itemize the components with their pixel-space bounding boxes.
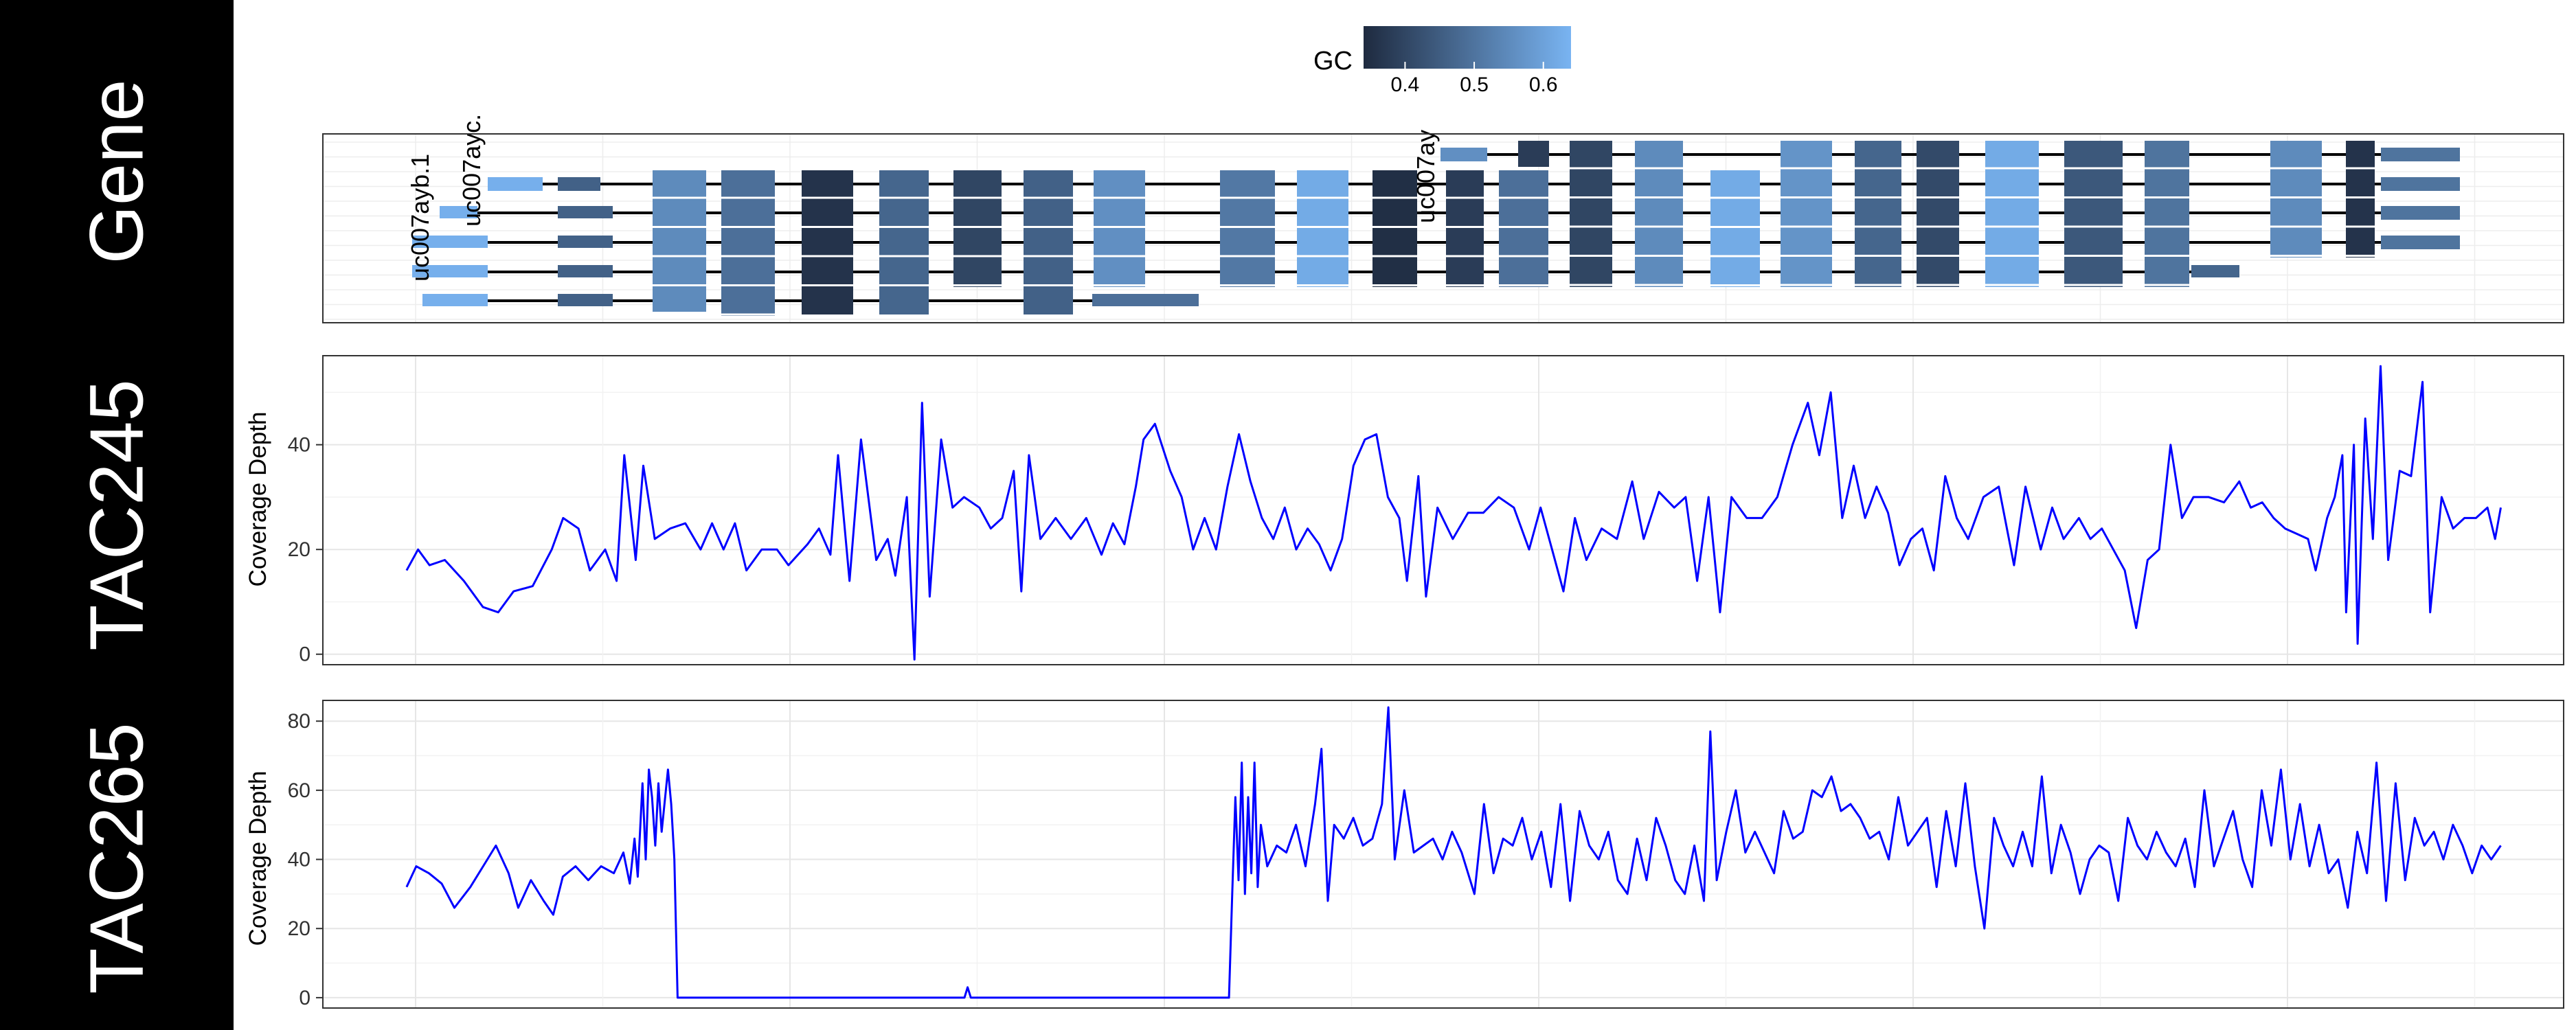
- exon-block: [1092, 294, 1199, 306]
- strip-gene: Gene: [0, 0, 234, 343]
- exon-block: [2381, 236, 2460, 249]
- exon-block: [558, 177, 600, 191]
- legend-ticks: 0.4 0.5 0.6: [1391, 62, 1558, 96]
- gene-panel: uc007ayb.1 uc007ayc. uc007ay: [322, 114, 2564, 323]
- transcript-label: uc007ayb.1: [406, 154, 434, 282]
- exon-block: [558, 265, 613, 277]
- exon-block: [2381, 177, 2460, 191]
- exon-block: [412, 236, 488, 248]
- legend-colorbar: [1364, 26, 1571, 69]
- y-tick-label: 20: [288, 538, 310, 561]
- exon-block: [2270, 141, 2322, 258]
- exon-block: [653, 170, 706, 312]
- exon-block: [558, 236, 613, 248]
- exon-block: [1220, 170, 1275, 287]
- exon-block: [412, 265, 488, 277]
- exon-block: [1440, 148, 1487, 161]
- exon-block: [2191, 265, 2239, 277]
- exon-block: [1518, 141, 1549, 167]
- legend-tick-label: 0.4: [1391, 73, 1420, 96]
- exon-block: [1570, 141, 1612, 287]
- tac265-panel-border: [322, 700, 2564, 1009]
- tac245-ylabel: Coverage Depth: [245, 412, 271, 587]
- exon-block: [1635, 141, 1683, 287]
- exon-block: [2346, 141, 2375, 258]
- exon-block: [558, 206, 613, 218]
- gc-legend: GC 0.4 0.5 0.6: [1313, 26, 1571, 96]
- y-tick-label: 40: [288, 434, 310, 457]
- exon-block: [1985, 141, 2039, 287]
- tac265-coverage-line: [405, 706, 2502, 999]
- exon-block: [1855, 141, 1901, 287]
- tac265-ylabel: Coverage Depth: [245, 771, 271, 946]
- exon-block: [558, 294, 613, 306]
- exon-block: [953, 170, 1002, 287]
- exon-block: [2381, 148, 2460, 161]
- exon-block: [1710, 170, 1760, 287]
- exon-block: [802, 170, 853, 314]
- exon-block: [440, 206, 477, 218]
- exon-block: [721, 170, 775, 316]
- tac245-panel-border: [322, 355, 2564, 665]
- legend-title: GC: [1313, 47, 1353, 76]
- tac245-panel: 0 20 40 Coverage Depth: [245, 355, 2564, 666]
- exon-block: [2381, 206, 2460, 220]
- y-tick-label: 0: [299, 987, 310, 1009]
- exon-block: [1917, 141, 1959, 287]
- y-tick-label: 60: [288, 779, 310, 802]
- exon-block: [1024, 170, 1073, 314]
- y-tick-label: 80: [288, 710, 310, 733]
- exon-block: [879, 170, 929, 314]
- exon-block: [488, 177, 543, 191]
- legend-tick-label: 0.5: [1460, 73, 1489, 96]
- exon-block: [1446, 170, 1484, 287]
- tac265-panel: 0 20 40 60 80 Coverage Depth: [245, 700, 2564, 1009]
- y-tick-label: 0: [299, 643, 310, 666]
- gene-panel-border: [322, 133, 2564, 323]
- exon-block: [1781, 141, 1832, 287]
- transcript-label: uc007ay: [1412, 130, 1440, 223]
- y-tick-label: 40: [288, 849, 310, 871]
- tac245-coverage-line: [405, 365, 2502, 661]
- transcript-label: uc007ayc.: [457, 114, 486, 227]
- exon-block: [1372, 170, 1417, 287]
- exon-block: [2064, 141, 2123, 287]
- y-tick-label: 20: [288, 917, 310, 940]
- exon-block: [1499, 170, 1548, 287]
- strip-tac265: TAC265: [0, 687, 234, 1030]
- exon-block: [422, 294, 488, 306]
- exon-block: [2145, 141, 2189, 287]
- exon-block: [1094, 170, 1145, 287]
- exon-block: [1297, 170, 1348, 287]
- legend-tick-label: 0.6: [1529, 73, 1558, 96]
- strip-tac245: TAC245: [0, 343, 234, 687]
